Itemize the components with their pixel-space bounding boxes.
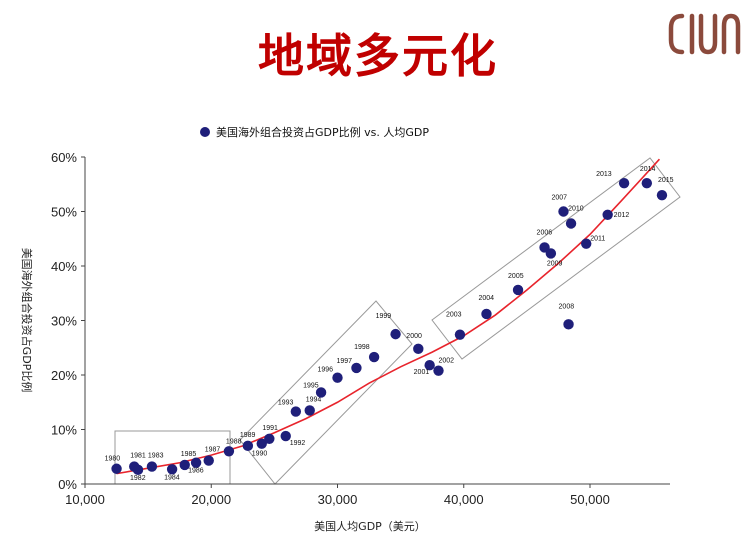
brand-logo bbox=[668, 13, 741, 55]
point-label-1995: 1995 bbox=[303, 382, 319, 389]
data-point-2002 bbox=[433, 365, 444, 376]
point-label-2009: 2009 bbox=[547, 260, 563, 267]
data-point-2004 bbox=[481, 308, 492, 320]
point-label-2011: 2011 bbox=[590, 236, 605, 243]
point-label-1993: 1993 bbox=[278, 400, 294, 407]
data-point-2001 bbox=[424, 359, 435, 371]
cluster-region-1990s bbox=[239, 300, 413, 485]
data-point-2000 bbox=[413, 343, 424, 355]
data-point-1990 bbox=[256, 438, 267, 449]
point-label-2003: 2003 bbox=[446, 312, 462, 319]
data-points: 1980 1981 1982 1983 1984 1985 1986 1987 19881989… bbox=[105, 166, 674, 482]
slide-title: 地域多元化 bbox=[258, 29, 498, 83]
point-label-2015: 2015 bbox=[658, 177, 674, 184]
x-axis-label: 美国人均GDP（美元） bbox=[314, 520, 426, 533]
chart-legend: 美国海外组合投资占GDP比例 vs. 人均GDP bbox=[200, 125, 429, 139]
point-label-2001: 2001 bbox=[414, 369, 430, 376]
data-point-1983 bbox=[146, 461, 158, 472]
point-label-1984: 1984 bbox=[164, 474, 180, 481]
data-point-1996 bbox=[332, 372, 343, 383]
data-point-1987 bbox=[203, 455, 214, 466]
x-tick-label: 30,000 bbox=[318, 492, 358, 507]
point-label-1988: 1988 bbox=[226, 438, 242, 445]
point-label-2002: 2002 bbox=[439, 358, 455, 365]
y-tick-label: 40% bbox=[51, 259, 77, 274]
point-label-2006: 2006 bbox=[537, 229, 553, 236]
point-label-2013: 2013 bbox=[596, 171, 612, 178]
data-point-1993 bbox=[290, 406, 302, 417]
data-point-2007 bbox=[558, 206, 569, 217]
y-tick-label: 60% bbox=[51, 150, 77, 165]
data-point-1980 bbox=[111, 463, 122, 474]
point-label-1985: 1985 bbox=[181, 451, 197, 458]
point-label-2005: 2005 bbox=[508, 273, 524, 280]
y-tick-label: 10% bbox=[51, 423, 77, 438]
x-tick-label: 10,000 bbox=[65, 492, 105, 507]
point-label-1991: 1991 bbox=[262, 425, 278, 432]
y-tick-label: 50% bbox=[51, 205, 77, 220]
data-point-1989 bbox=[242, 440, 254, 452]
x-axis-ticks: 10,000 20,000 30,000 40,000 50,000 bbox=[65, 484, 610, 507]
data-point-1992 bbox=[280, 430, 291, 442]
data-point-1991 bbox=[264, 433, 275, 444]
data-point-2003 bbox=[454, 329, 466, 340]
point-label-1987: 1987 bbox=[205, 447, 221, 454]
point-label-2000: 2000 bbox=[406, 333, 422, 340]
point-label-1997: 1997 bbox=[336, 358, 352, 365]
data-point-2013 bbox=[618, 177, 630, 189]
x-tick-label: 20,000 bbox=[191, 492, 231, 507]
data-point-1982 bbox=[132, 464, 144, 476]
point-label-1983: 1983 bbox=[148, 453, 164, 460]
point-label-2008: 2008 bbox=[559, 303, 575, 310]
y-tick-label: 0% bbox=[58, 477, 77, 492]
point-label-1981: 1981 bbox=[130, 453, 146, 460]
point-label-1999: 1999 bbox=[376, 313, 392, 320]
point-label-2012: 2012 bbox=[614, 212, 630, 219]
y-tick-label: 30% bbox=[51, 314, 77, 329]
point-label-1986: 1986 bbox=[188, 468, 204, 475]
y-tick-label: 20% bbox=[51, 368, 77, 383]
point-label-2007: 2007 bbox=[551, 195, 567, 202]
data-point-1997 bbox=[351, 362, 362, 374]
point-label-1996: 1996 bbox=[318, 367, 334, 374]
x-tick-label: 50,000 bbox=[570, 492, 610, 507]
cluster-region-2000s bbox=[431, 157, 681, 360]
point-label-1994: 1994 bbox=[306, 396, 322, 403]
data-point-1994 bbox=[304, 405, 315, 416]
x-tick-label: 40,000 bbox=[444, 492, 484, 507]
data-point-2009 bbox=[545, 248, 557, 259]
point-label-2010: 2010 bbox=[568, 205, 584, 212]
data-point-2014 bbox=[641, 177, 653, 189]
cluster-regions bbox=[114, 157, 681, 485]
data-point-1999 bbox=[390, 328, 401, 340]
point-label-2014: 2014 bbox=[640, 166, 656, 173]
data-point-2008 bbox=[563, 319, 574, 330]
point-label-1980: 1980 bbox=[105, 456, 121, 463]
point-label-1992: 1992 bbox=[290, 440, 306, 447]
data-point-1986 bbox=[190, 457, 202, 468]
data-point-2015 bbox=[656, 189, 668, 201]
data-point-2011 bbox=[581, 238, 592, 249]
point-label-1982: 1982 bbox=[130, 475, 146, 482]
data-point-1984 bbox=[166, 464, 178, 475]
point-label-1989: 1989 bbox=[240, 432, 256, 439]
data-point-1988 bbox=[223, 446, 235, 457]
data-point-1985 bbox=[179, 459, 190, 471]
y-axis-label: 美国海外组合投资占GDP比例 bbox=[20, 248, 34, 393]
data-point-2012 bbox=[602, 209, 613, 220]
legend-marker bbox=[200, 127, 210, 137]
data-point-1998 bbox=[368, 351, 380, 363]
point-label-2004: 2004 bbox=[478, 295, 494, 302]
data-point-2005 bbox=[512, 284, 524, 296]
legend-label: 美国海外组合投资占GDP比例 vs. 人均GDP bbox=[216, 125, 429, 139]
point-label-1990: 1990 bbox=[252, 451, 268, 458]
data-point-2010 bbox=[565, 218, 577, 229]
point-label-1998: 1998 bbox=[354, 344, 370, 351]
y-axis-ticks: 0% 10% 20% 30% 40% 50% 60% bbox=[51, 150, 85, 492]
data-point-1995 bbox=[315, 387, 327, 398]
